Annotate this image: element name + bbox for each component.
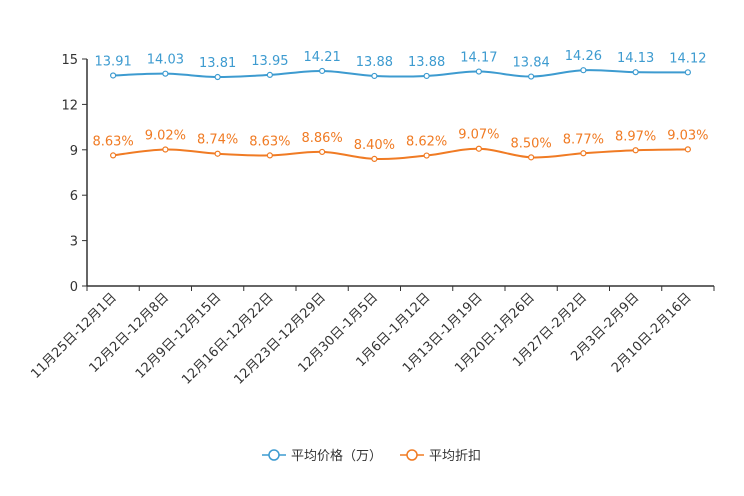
data-point xyxy=(684,146,691,153)
data-point xyxy=(528,73,535,80)
data-label: 8.86% xyxy=(301,131,342,146)
data-label: 14.12 xyxy=(669,51,706,66)
data-label: 13.88 xyxy=(408,55,445,70)
data-label: 8.50% xyxy=(510,136,551,151)
data-label: 8.74% xyxy=(197,133,238,148)
data-label: 13.84 xyxy=(513,56,550,71)
x-tick-label: 11月25日-12月1日 xyxy=(28,290,120,382)
legend-label: 平均折扣 xyxy=(429,449,481,464)
x-tick-label: 12月16日-12月22日 xyxy=(179,290,276,387)
data-label: 8.97% xyxy=(615,129,656,144)
data-label: 14.03 xyxy=(147,53,184,68)
y-tick-label: 12 xyxy=(61,98,78,113)
data-point xyxy=(371,155,378,162)
data-point xyxy=(580,150,587,157)
data-label: 8.62% xyxy=(406,135,447,150)
data-point xyxy=(580,67,587,74)
legend-label: 平均价格（万） xyxy=(291,448,382,464)
y-tick-label: 3 xyxy=(70,235,78,250)
data-point xyxy=(110,72,117,79)
data-label: 14.26 xyxy=(565,49,602,64)
data-label: 8.40% xyxy=(354,138,395,153)
data-point xyxy=(371,72,378,80)
data-label: 13.91 xyxy=(95,54,132,69)
data-point xyxy=(162,70,169,77)
legend-swatch-marker xyxy=(268,449,280,461)
data-label: 8.63% xyxy=(92,134,133,149)
data-point xyxy=(423,152,430,159)
data-point xyxy=(266,152,273,159)
data-point xyxy=(162,146,169,153)
data-label: 9.07% xyxy=(458,128,499,143)
data-point xyxy=(684,69,691,76)
data-point xyxy=(423,72,430,80)
data-point xyxy=(214,73,221,81)
data-point xyxy=(214,150,221,157)
data-label: 13.88 xyxy=(356,55,393,70)
y-tick-label: 0 xyxy=(70,280,78,295)
data-point xyxy=(632,69,639,76)
legend-swatch-marker xyxy=(406,449,418,461)
y-tick-label: 9 xyxy=(70,144,78,159)
data-label: 8.63% xyxy=(249,134,290,149)
data-point xyxy=(319,148,326,156)
data-point xyxy=(266,71,273,78)
data-point xyxy=(110,152,117,159)
data-label: 9.02% xyxy=(145,128,186,143)
y-tick-label: 15 xyxy=(61,53,78,68)
data-label: 14.17 xyxy=(460,51,497,66)
data-point xyxy=(632,147,639,154)
data-point xyxy=(319,67,326,75)
y-tick-label: 6 xyxy=(70,189,78,204)
data-label: 13.95 xyxy=(251,54,288,69)
data-point xyxy=(475,68,482,75)
data-point xyxy=(528,154,535,161)
data-label: 13.81 xyxy=(199,56,236,71)
x-tick-label: 12月23日-12月29日 xyxy=(231,290,328,387)
series-line-2 xyxy=(113,147,688,160)
data-label: 8.77% xyxy=(563,132,604,147)
series-line-1 xyxy=(113,69,688,79)
data-label: 9.03% xyxy=(667,128,708,143)
data-label: 14.21 xyxy=(304,50,341,65)
data-point xyxy=(475,145,482,152)
data-label: 14.13 xyxy=(617,51,654,66)
